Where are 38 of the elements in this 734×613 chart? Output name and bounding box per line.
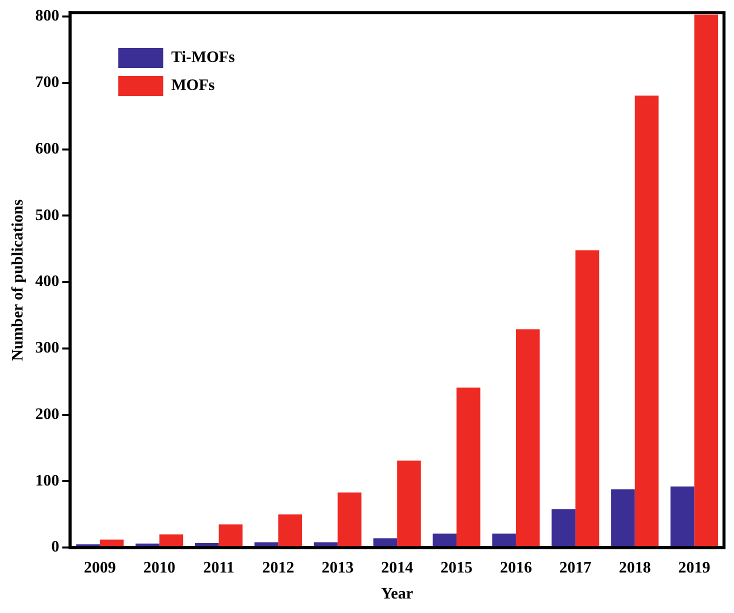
y-tick-label: 400 (35, 273, 60, 290)
y-tick-label: 200 (35, 406, 60, 423)
x-tick-label: 2013 (322, 559, 354, 576)
bar (278, 514, 302, 548)
y-tick-label: 600 (35, 140, 60, 158)
bar (397, 460, 421, 548)
bar (634, 96, 659, 548)
bar (338, 492, 362, 548)
bar (611, 489, 635, 548)
y-tick-label: 700 (35, 74, 60, 92)
bar (516, 329, 540, 548)
x-tick-label: 2015 (440, 559, 473, 576)
x-tick-label: 2011 (203, 559, 234, 576)
y-tick-label: 800 (35, 8, 60, 25)
bar (218, 524, 243, 548)
x-tick-label: 2012 (262, 559, 294, 576)
bar (694, 14, 718, 548)
y-tick-label: 0 (51, 538, 60, 556)
bar (456, 388, 480, 548)
x-tick-label: 2016 (500, 559, 532, 576)
x-tick-label: 2014 (381, 559, 414, 576)
bar (432, 534, 457, 548)
bar (492, 534, 516, 548)
bar (670, 486, 694, 548)
y-axis-title: Number of publications (10, 199, 27, 361)
bar (552, 509, 576, 548)
x-tick-label: 2017 (559, 559, 592, 576)
x-tick-label: 2018 (618, 559, 651, 576)
x-tick-label: 2010 (143, 559, 176, 576)
x-tick-label: 2019 (678, 559, 710, 576)
y-tick-label: 500 (35, 206, 60, 224)
y-tick-label: 100 (35, 472, 60, 490)
y-tick-label: 300 (35, 340, 60, 357)
x-tick-label: 2009 (84, 559, 116, 576)
legend-label: MOFs (171, 77, 215, 94)
x-axis-title: Year (381, 586, 414, 603)
legend-label: Ti-MOFs (171, 49, 235, 66)
bar (575, 250, 600, 548)
